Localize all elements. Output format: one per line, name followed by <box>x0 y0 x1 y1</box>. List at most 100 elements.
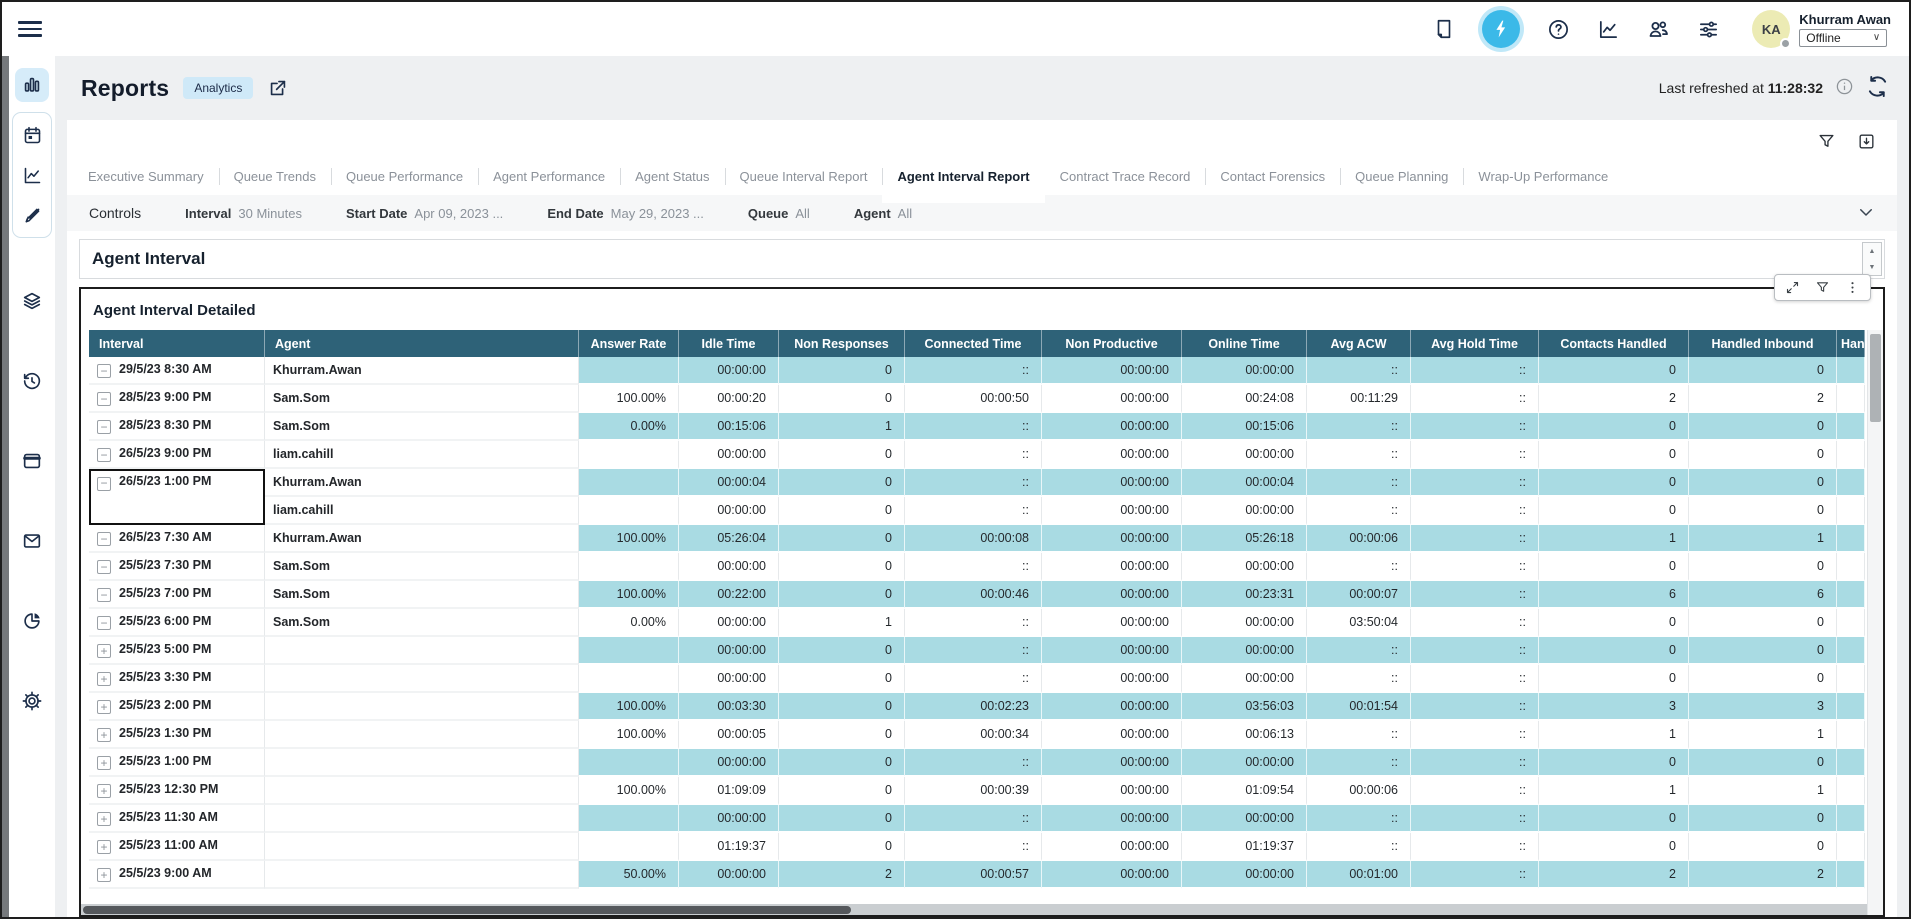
metric-cell[interactable]: 100.00% <box>579 581 679 609</box>
metric-cell[interactable]: 0 <box>779 665 905 693</box>
agent-cell[interactable] <box>265 749 579 777</box>
metric-cell[interactable]: 01:19:37 <box>679 833 779 861</box>
metric-cell[interactable]: 0 <box>1539 497 1689 525</box>
metric-cell[interactable]: 0.00% <box>579 609 679 637</box>
interval-cell[interactable]: +25/5/23 11:30 AM <box>89 805 265 833</box>
metric-cell[interactable]: 2 <box>1689 861 1837 889</box>
metric-cell[interactable]: 00:00:00 <box>1042 805 1182 833</box>
metric-cell[interactable]: 00:00:00 <box>1042 609 1182 637</box>
metric-cell[interactable]: 00:00:00 <box>1042 441 1182 469</box>
metric-cell[interactable]: 01:09:09 <box>679 777 779 805</box>
control-filter-queue[interactable]: QueueAll <box>748 206 810 221</box>
metric-cell[interactable]: :: <box>1411 553 1539 581</box>
metric-cell[interactable]: 03:56:03 <box>1182 693 1307 721</box>
metric-cell[interactable]: 00:00:00 <box>1042 525 1182 553</box>
metric-cell[interactable]: 1 <box>1689 721 1837 749</box>
metric-cell[interactable]: :: <box>1411 525 1539 553</box>
metric-cell[interactable]: :: <box>905 833 1042 861</box>
metric-cell[interactable]: 00:00:00 <box>1182 805 1307 833</box>
metric-cell[interactable]: 3 <box>1689 693 1837 721</box>
metric-cell[interactable]: 00:02:23 <box>905 693 1042 721</box>
metric-cell[interactable]: :: <box>1307 553 1411 581</box>
expand-row-icon[interactable]: + <box>97 756 111 770</box>
metric-cell[interactable]: 00:00:00 <box>1042 693 1182 721</box>
metric-cell[interactable]: 00:00:00 <box>679 609 779 637</box>
sidebar-item-trends[interactable] <box>15 158 49 192</box>
metric-cell[interactable]: 00:15:06 <box>679 413 779 441</box>
metric-cell[interactable]: 6 <box>1539 581 1689 609</box>
metric-cell[interactable]: :: <box>1411 833 1539 861</box>
agent-cell[interactable]: Khurram.Awan <box>265 525 579 553</box>
metric-cell[interactable]: 0 <box>1539 441 1689 469</box>
preferences-sliders-icon[interactable] <box>1696 17 1720 41</box>
metric-cell[interactable]: :: <box>1411 497 1539 525</box>
metric-cell[interactable] <box>1837 693 1865 721</box>
metric-cell[interactable] <box>579 637 679 665</box>
metric-cell[interactable]: :: <box>905 637 1042 665</box>
metric-cell[interactable]: 0 <box>1689 553 1837 581</box>
tab-contact-forensics[interactable]: Contact Forensics <box>1205 160 1340 195</box>
metric-cell[interactable]: 00:00:57 <box>905 861 1042 889</box>
metric-cell[interactable] <box>1837 553 1865 581</box>
metric-cell[interactable]: 0 <box>1539 609 1689 637</box>
metric-cell[interactable]: :: <box>905 749 1042 777</box>
metric-cell[interactable]: 00:03:30 <box>679 693 779 721</box>
collapse-row-icon[interactable]: − <box>97 364 111 378</box>
metric-cell[interactable]: 100.00% <box>579 525 679 553</box>
metric-cell[interactable]: 00:22:00 <box>679 581 779 609</box>
metric-cell[interactable]: 00:00:39 <box>905 777 1042 805</box>
widget-filter-icon[interactable] <box>1815 280 1830 295</box>
metric-cell[interactable] <box>1837 385 1865 413</box>
agent-cell[interactable] <box>265 693 579 721</box>
interval-cell[interactable]: +25/5/23 1:30 PM <box>89 721 265 749</box>
metric-cell[interactable] <box>1837 497 1865 525</box>
sidebar-item-pie-chart[interactable] <box>15 604 49 638</box>
metric-cell[interactable]: 1 <box>779 413 905 441</box>
metric-cell[interactable]: 0 <box>779 525 905 553</box>
metric-cell[interactable]: 00:00:00 <box>679 805 779 833</box>
metric-cell[interactable]: 0 <box>779 581 905 609</box>
metric-cell[interactable]: 00:00:00 <box>1042 861 1182 889</box>
metric-cell[interactable]: 00:00:00 <box>1042 413 1182 441</box>
collapse-row-icon[interactable]: − <box>97 448 111 462</box>
metric-cell[interactable] <box>1837 861 1865 889</box>
metric-cell[interactable]: 00:00:08 <box>905 525 1042 553</box>
column-header-online-time[interactable]: Online Time <box>1182 330 1307 357</box>
metric-cell[interactable]: 1 <box>1539 721 1689 749</box>
collapse-row-icon[interactable]: − <box>97 560 111 574</box>
expand-icon[interactable] <box>1785 280 1800 295</box>
metric-cell[interactable]: 00:00:00 <box>1042 469 1182 497</box>
sidebar-item-reports[interactable] <box>15 68 49 102</box>
horizontal-scrollbar[interactable] <box>81 904 1867 915</box>
metric-cell[interactable] <box>579 497 679 525</box>
agent-cell[interactable] <box>265 637 579 665</box>
metric-cell[interactable]: :: <box>905 609 1042 637</box>
metric-cell[interactable]: 00:00:05 <box>679 721 779 749</box>
expand-row-icon[interactable]: + <box>97 700 111 714</box>
collapse-row-icon[interactable]: − <box>97 420 111 434</box>
metric-cell[interactable]: 50.00% <box>579 861 679 889</box>
collapse-row-icon[interactable]: − <box>97 477 111 491</box>
agent-cell[interactable] <box>265 721 579 749</box>
interval-cell[interactable]: +25/5/23 1:00 PM <box>89 749 265 777</box>
metric-cell[interactable] <box>1837 749 1865 777</box>
metric-cell[interactable]: 00:00:00 <box>679 553 779 581</box>
metric-cell[interactable]: 0 <box>1689 805 1837 833</box>
metric-cell[interactable]: :: <box>1411 357 1539 385</box>
metric-cell[interactable]: 00:00:00 <box>1042 665 1182 693</box>
metric-cell[interactable] <box>579 833 679 861</box>
metric-cell[interactable]: 0 <box>779 749 905 777</box>
metric-cell[interactable]: 00:00:00 <box>1042 497 1182 525</box>
metric-cell[interactable]: :: <box>1411 665 1539 693</box>
metric-cell[interactable]: 00:00:00 <box>1042 357 1182 385</box>
metric-cell[interactable]: :: <box>1411 693 1539 721</box>
sidebar-item-calendar[interactable] <box>15 118 49 152</box>
metric-cell[interactable]: :: <box>1307 441 1411 469</box>
metric-cell[interactable]: :: <box>905 441 1042 469</box>
vertical-scrollbar-thumb[interactable] <box>1870 334 1881 422</box>
metric-cell[interactable]: :: <box>1307 749 1411 777</box>
sidebar-item-settings[interactable] <box>15 684 49 718</box>
agent-cell[interactable]: Sam.Som <box>265 385 579 413</box>
column-header-agent[interactable]: Agent <box>265 330 579 357</box>
agent-cell[interactable]: Khurram.Awan <box>265 469 579 497</box>
